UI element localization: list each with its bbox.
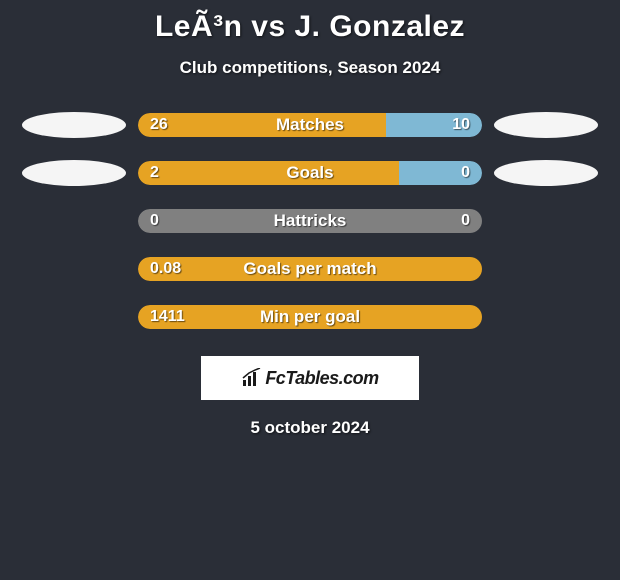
stat-bar: Matches 26 10 bbox=[138, 113, 482, 137]
stat-value-left: 26 bbox=[150, 116, 168, 134]
stat-label: Min per goal bbox=[260, 307, 360, 327]
bar-left-segment bbox=[138, 161, 399, 185]
stats-list: Matches 26 10 Goals 2 0 Hattricks 0 0 Goals per m… bbox=[0, 112, 620, 330]
stat-row: Goals 2 0 bbox=[0, 160, 620, 186]
stat-label: Matches bbox=[276, 115, 344, 135]
stat-label: Hattricks bbox=[274, 211, 347, 231]
stat-value-right: 0 bbox=[461, 164, 470, 182]
chart-icon bbox=[241, 368, 263, 388]
stat-bar: Goals 2 0 bbox=[138, 161, 482, 185]
stat-row: Hattricks 0 0 bbox=[0, 208, 620, 234]
stat-label: Goals bbox=[286, 163, 333, 183]
page-title: LeÃ³n vs J. Gonzalez bbox=[155, 10, 465, 44]
comparison-container: LeÃ³n vs J. Gonzalez Club competitions, … bbox=[0, 0, 620, 438]
stat-row: Min per goal 1411 bbox=[0, 304, 620, 330]
logo-badge: FcTables.com bbox=[201, 356, 419, 400]
player-left-oval bbox=[22, 112, 126, 138]
page-subtitle: Club competitions, Season 2024 bbox=[180, 58, 441, 78]
stat-bar: Hattricks 0 0 bbox=[138, 209, 482, 233]
stat-value-left: 0 bbox=[150, 212, 159, 230]
stat-value-right: 10 bbox=[452, 116, 470, 134]
logo-text: FcTables.com bbox=[265, 368, 378, 389]
player-right-oval bbox=[494, 160, 598, 186]
stat-row: Goals per match 0.08 bbox=[0, 256, 620, 282]
stat-value-left: 1411 bbox=[150, 308, 185, 326]
stat-bar: Goals per match 0.08 bbox=[138, 257, 482, 281]
player-right-oval bbox=[494, 112, 598, 138]
date-label: 5 october 2024 bbox=[250, 418, 369, 438]
bar-left-segment bbox=[138, 113, 386, 137]
player-left-oval bbox=[22, 160, 126, 186]
stat-value-left: 2 bbox=[150, 164, 159, 182]
stat-label: Goals per match bbox=[243, 259, 376, 279]
stat-value-left: 0.08 bbox=[150, 260, 181, 278]
stat-row: Matches 26 10 bbox=[0, 112, 620, 138]
stat-value-right: 0 bbox=[461, 212, 470, 230]
stat-bar: Min per goal 1411 bbox=[138, 305, 482, 329]
